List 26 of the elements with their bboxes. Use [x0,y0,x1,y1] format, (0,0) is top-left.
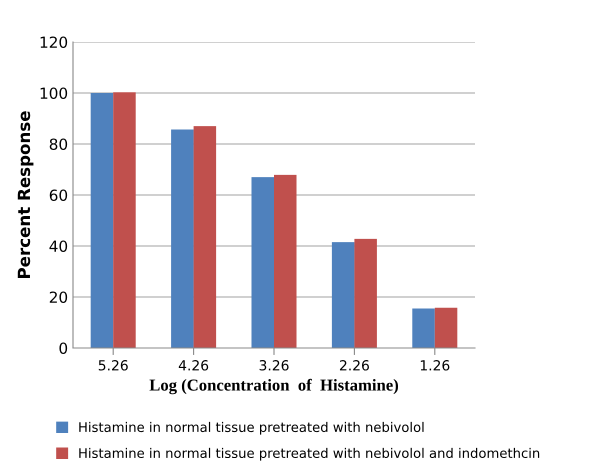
bar [171,129,194,348]
x-tick-label: 3.26 [260,360,289,371]
bar [434,308,458,348]
y-tick-label: 60 [50,189,68,202]
legend-label: Histamine in normal tissue pretreated with nebivolol and indomethcin [79,448,540,461]
bar [90,93,114,348]
legend-label: Histamine in normal tissue pretreated with nebivolol [79,422,424,435]
y-axis-title: Percent Response [18,111,34,278]
x-tick-label: 1.26 [420,360,450,371]
x-tick-label: 5.26 [98,360,128,371]
bar [194,126,216,348]
x-tick-label: 2.26 [340,360,369,371]
bar [251,177,274,348]
x-tick-label: 4.26 [178,360,208,371]
y-tick-label: 80 [50,138,68,150]
bar [274,174,297,348]
bar [412,308,435,348]
y-tick-label: 120 [40,36,68,48]
y-tick-label: 40 [49,240,68,252]
y-tick-label: 20 [50,291,68,304]
y-tick-label: 0 [59,342,68,354]
y-tick-label: 100 [40,87,68,100]
bar [113,92,136,348]
bar [354,238,377,348]
bar [332,242,354,348]
x-axis-title: Log (Concentration of Histamine) [150,378,398,394]
